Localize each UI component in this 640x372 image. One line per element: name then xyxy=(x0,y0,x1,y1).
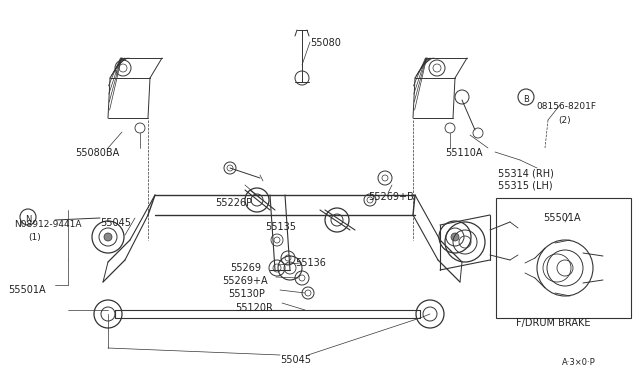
Text: 55135: 55135 xyxy=(265,222,296,232)
Text: (2): (2) xyxy=(558,116,571,125)
Text: 55045: 55045 xyxy=(100,218,131,228)
Text: 55314 (RH): 55314 (RH) xyxy=(498,168,554,178)
Text: 55045: 55045 xyxy=(280,355,311,365)
Text: 08156-8201F: 08156-8201F xyxy=(536,102,596,111)
Text: 55315 (LH): 55315 (LH) xyxy=(498,180,552,190)
Text: 55269+B: 55269+B xyxy=(368,192,413,202)
Text: 55080BA: 55080BA xyxy=(75,148,119,158)
Text: N: N xyxy=(25,215,31,224)
Text: N08912-9441A: N08912-9441A xyxy=(14,220,81,229)
Circle shape xyxy=(104,233,112,241)
Text: 55501A: 55501A xyxy=(543,213,580,223)
Text: (1): (1) xyxy=(28,233,41,242)
Bar xyxy=(496,198,631,318)
Text: 55080: 55080 xyxy=(310,38,341,48)
Text: 55110A: 55110A xyxy=(445,148,483,158)
Text: F/DRUM BRAKE: F/DRUM BRAKE xyxy=(516,318,591,328)
Text: 55269+A: 55269+A xyxy=(222,276,268,286)
Text: 55501A: 55501A xyxy=(8,285,45,295)
Text: 55269: 55269 xyxy=(230,263,261,273)
Text: 55120R: 55120R xyxy=(235,303,273,313)
Text: B: B xyxy=(523,96,529,105)
Text: A·3×0·P: A·3×0·P xyxy=(562,358,596,367)
Text: 55130P: 55130P xyxy=(228,289,265,299)
Circle shape xyxy=(451,233,459,241)
Text: 55226P: 55226P xyxy=(215,198,252,208)
Text: 55136: 55136 xyxy=(295,258,326,268)
